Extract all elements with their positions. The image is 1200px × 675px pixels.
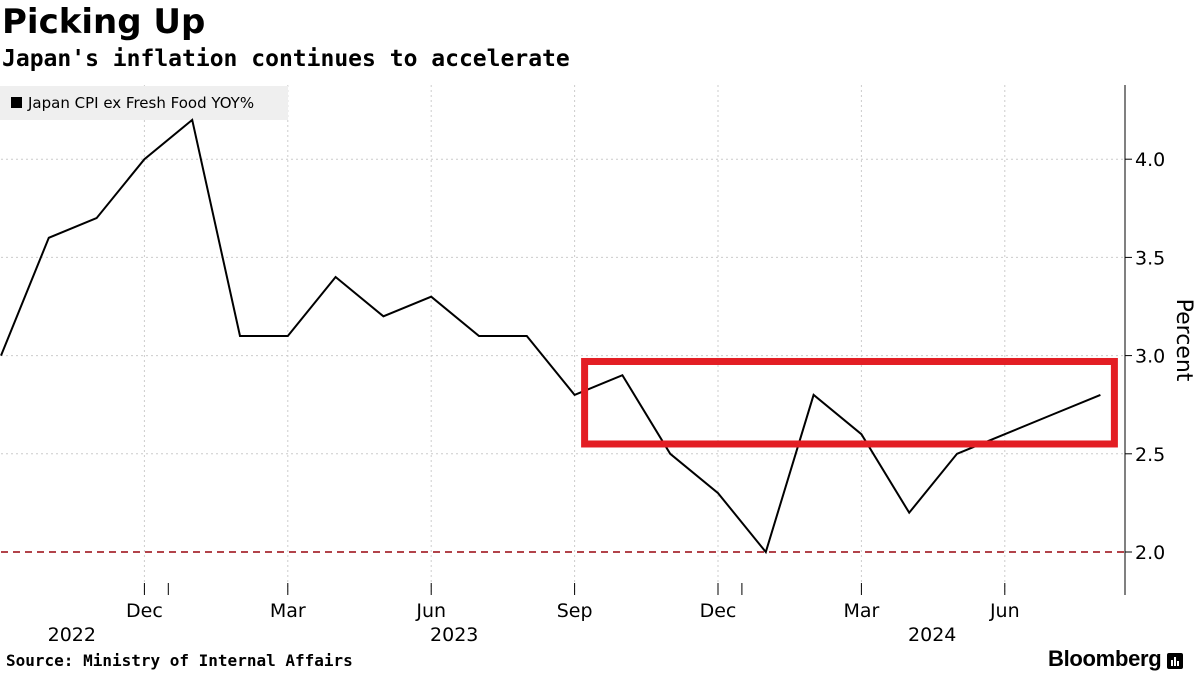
x-tick-label: Mar	[843, 600, 879, 622]
horizontal-gridlines	[1, 158, 1125, 455]
data-point	[286, 334, 290, 338]
data-point	[1003, 432, 1007, 436]
y-tick-label: 2.5	[1135, 444, 1165, 466]
x-tick-label: Jun	[415, 600, 446, 622]
data-point	[334, 275, 338, 279]
bloomberg-terminal-icon	[1167, 652, 1184, 669]
data-point	[620, 373, 624, 377]
legend-swatch	[11, 97, 22, 108]
data-point	[859, 432, 863, 436]
data-point	[907, 511, 911, 515]
y-tick-label: 2.0	[1135, 542, 1165, 564]
data-point	[1098, 393, 1102, 397]
series-line-cpi	[0, 118, 1101, 555]
data-point	[573, 393, 577, 397]
data-point	[477, 334, 481, 338]
bloomberg-logo: Bloomberg	[1048, 646, 1184, 672]
x-tick-label: Jun	[989, 600, 1020, 622]
y-axis-ticks: 2.0 2.5 3.0 3.5 4.0	[1125, 149, 1165, 564]
y-tick-label: 3.5	[1135, 247, 1165, 269]
data-point	[525, 334, 529, 338]
x-tick-label: Dec	[700, 600, 737, 622]
data-point	[381, 314, 385, 318]
legend	[0, 86, 288, 120]
y-axis-title: Percent	[1171, 299, 1196, 382]
chart-subtitle: Japan's inflation continues to accelerat…	[2, 46, 570, 72]
data-point	[1051, 413, 1055, 417]
data-point	[764, 550, 768, 554]
data-point	[238, 334, 242, 338]
vertical-gridlines	[143, 85, 1006, 595]
series-points	[0, 118, 1102, 554]
x-tick-label: Mar	[270, 600, 306, 622]
brand-wordmark: Bloomberg	[1048, 646, 1162, 671]
data-point	[429, 295, 433, 299]
data-point	[47, 236, 51, 240]
legend-label: Japan CPI ex Fresh Food YOY%	[27, 94, 254, 112]
data-point	[190, 118, 194, 122]
source-note: Source: Ministry of Internal Affairs	[6, 651, 353, 670]
y-tick-label: 3.0	[1135, 346, 1165, 368]
data-point	[668, 452, 672, 456]
x-axis-year-labels: 2022 2023 2024	[48, 624, 957, 646]
x-year-label: 2023	[430, 624, 478, 646]
data-point	[95, 216, 99, 220]
data-point	[142, 157, 146, 161]
x-tick-label: Sep	[557, 600, 593, 622]
x-axis-ticks: Dec Mar Jun Sep Dec Mar Jun	[126, 583, 1020, 622]
data-point	[812, 393, 816, 397]
highlight-box	[581, 357, 1118, 448]
data-point	[716, 491, 720, 495]
x-year-label: 2022	[48, 624, 96, 646]
y-tick-label: 4.0	[1135, 149, 1165, 171]
x-year-label: 2024	[908, 624, 956, 646]
x-tick-label: Dec	[126, 600, 163, 622]
chart-title: Picking Up	[2, 2, 206, 42]
data-point	[955, 452, 959, 456]
